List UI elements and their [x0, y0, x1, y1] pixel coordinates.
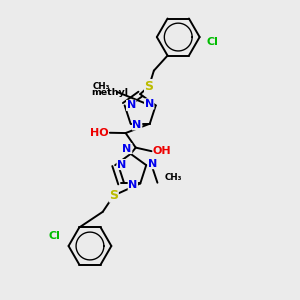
Text: Cl: Cl: [206, 37, 218, 46]
Text: N: N: [128, 180, 137, 190]
Text: CH₃: CH₃: [165, 173, 182, 182]
Text: N: N: [117, 160, 126, 170]
Text: N: N: [145, 99, 154, 109]
Text: HO: HO: [90, 128, 109, 138]
Text: methyl: methyl: [92, 88, 128, 97]
Text: CH₃: CH₃: [92, 82, 110, 91]
Text: Cl: Cl: [48, 231, 60, 241]
Text: N: N: [127, 100, 136, 110]
Text: N: N: [148, 159, 158, 169]
Text: S: S: [109, 189, 118, 202]
Text: N: N: [133, 120, 142, 130]
Text: OH: OH: [152, 146, 171, 156]
Text: S: S: [145, 80, 154, 93]
Text: N: N: [122, 143, 132, 154]
